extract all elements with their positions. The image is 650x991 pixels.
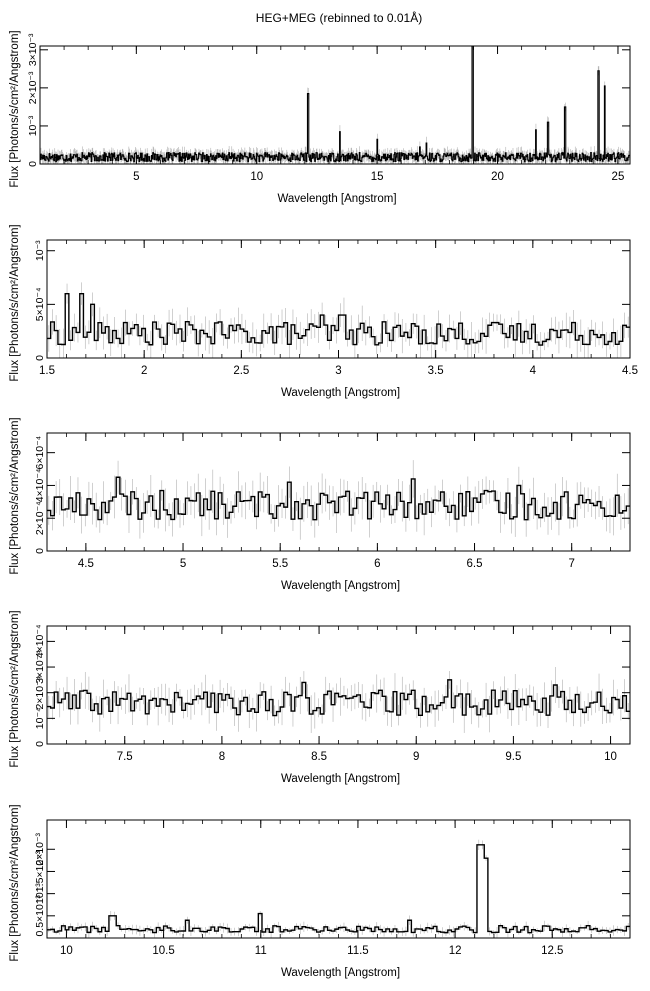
y-tick-label: 10⁻³: [34, 240, 46, 261]
spectrum-panel: 1.5 2 2.5 3 3.5 4 4.5 0 5×10⁻⁴ 10⁻³ Wavelength [An…: [9, 224, 638, 399]
y-tick-label: 3×10⁻⁴: [34, 650, 46, 684]
y-tick-label: 6×10⁻⁴: [34, 436, 46, 470]
x-tick-label: 5.5: [272, 558, 288, 570]
y-axis-label: Flux [Photons/s/cm²/Angstrom]: [9, 610, 21, 767]
y-tick-label: 10⁻³: [27, 115, 39, 136]
spectrum-panel: 10 10.5 11 11.5 12 12.5 0.5×10⁻³10⁻³1.5×10⁻³2×…: [9, 804, 631, 979]
x-tick-label: 25: [612, 171, 625, 183]
y-tick-label: 2×10⁻³: [34, 832, 46, 865]
spectrum-line: [47, 292, 630, 346]
plot-frame: [46, 625, 631, 745]
x-tick-label: 5: [180, 558, 186, 570]
x-tick-label: 9: [413, 751, 419, 763]
x-tick-label: 12: [449, 945, 462, 957]
y-tick-label: 10⁻⁴: [34, 707, 46, 729]
spectrum-line: [47, 844, 630, 934]
x-tick-label: 7: [568, 558, 574, 570]
spectrum-line: [47, 476, 630, 521]
y-axis-label: Flux [Photons/s/cm²/Angstrom]: [9, 30, 21, 187]
x-tick-label: 8: [219, 751, 225, 763]
y-tick-label: 0: [34, 741, 46, 747]
y-tick-label: 0: [34, 355, 46, 361]
spectrum-panel: 5 10 15 20 25 0 10⁻³ 2×10⁻³ 3×10⁻³ Wavelength [An…: [9, 30, 631, 205]
x-tick-label: 8.5: [311, 751, 327, 763]
y-tick-label: 10⁻³: [34, 883, 46, 904]
x-tick-label: 10.5: [152, 945, 174, 957]
x-tick-label: 7.5: [117, 751, 133, 763]
x-tick-label: 6: [374, 558, 380, 570]
y-tick-label: 0.5×10⁻³: [34, 895, 46, 937]
y-tick-label: 2×10⁻³: [27, 71, 39, 104]
spectrum-panel: 4.5 5 5.5 6 6.5 7 0 2×10⁻⁴4×10⁻⁴6×10⁻⁴ Wavelengt…: [9, 417, 631, 592]
x-axis-label: Wavelength [Angstrom]: [277, 193, 396, 205]
x-axis-label: Wavelength [Angstrom]: [281, 773, 400, 785]
x-tick-label: 11: [255, 945, 267, 957]
x-tick-label: 20: [491, 171, 504, 183]
y-tick-label: 0: [27, 161, 39, 167]
y-tick-label: 5×10⁻⁴: [34, 288, 46, 322]
spectrum-panel: 7.5 8 8.5 9 9.5 10 0 10⁻⁴2×10⁻⁴3×10⁻⁴4×10⁻⁴ Wave…: [9, 610, 631, 785]
error-bars: [40, 46, 630, 164]
spectrum-line: [47, 679, 630, 717]
x-tick-label: 5: [133, 171, 139, 183]
x-tick-label: 9.5: [505, 751, 521, 763]
plot-frame: [39, 45, 631, 165]
x-tick-label: 1.5: [39, 365, 55, 377]
spectrum-line: [40, 45, 630, 163]
y-tick-label: 4×10⁻⁴: [34, 625, 46, 659]
y-axis-label: Flux [Photons/s/cm²/Angstrom]: [9, 417, 21, 574]
error-bars: [48, 666, 629, 733]
figure-title: HEG+MEG (rebinned to 0.01Å): [256, 10, 422, 25]
x-axis-label: Wavelength [Angstrom]: [281, 580, 400, 592]
x-tick-label: 15: [371, 171, 384, 183]
y-tick-label: 0: [34, 548, 46, 554]
x-tick-label: 2: [141, 365, 147, 377]
x-tick-label: 4.5: [78, 558, 94, 570]
y-tick-label: 3×10⁻³: [27, 33, 39, 66]
plot-frame: [46, 239, 631, 359]
x-axis-label: Wavelength [Angstrom]: [281, 967, 400, 979]
error-bars: [48, 839, 629, 938]
x-tick-label: 4.5: [622, 365, 638, 377]
x-tick-label: 12.5: [541, 945, 563, 957]
x-tick-label: 10: [60, 945, 73, 957]
y-axis-label: Flux [Photons/s/cm²/Angstrom]: [9, 224, 21, 381]
x-tick-label: 2.5: [233, 365, 249, 377]
y-tick-label: 2×10⁻⁴: [34, 501, 46, 535]
x-tick-label: 4: [530, 365, 537, 377]
x-tick-label: 10: [250, 171, 263, 183]
x-tick-label: 6.5: [467, 558, 483, 570]
plot-frame: [46, 819, 631, 939]
x-tick-label: 11.5: [347, 945, 369, 957]
x-tick-label: 10: [604, 751, 617, 763]
y-tick-label: 1.5×10⁻³: [34, 850, 46, 892]
x-axis-label: Wavelength [Angstrom]: [281, 387, 400, 399]
x-tick-label: 3.5: [428, 365, 444, 377]
x-tick-label: 3: [335, 365, 341, 377]
y-tick-label: 2×10⁻⁴: [34, 676, 46, 710]
y-tick-label: 4×10⁻⁴: [34, 469, 46, 503]
y-axis-label: Flux [Photons/s/cm²/Angstrom]: [9, 804, 21, 961]
